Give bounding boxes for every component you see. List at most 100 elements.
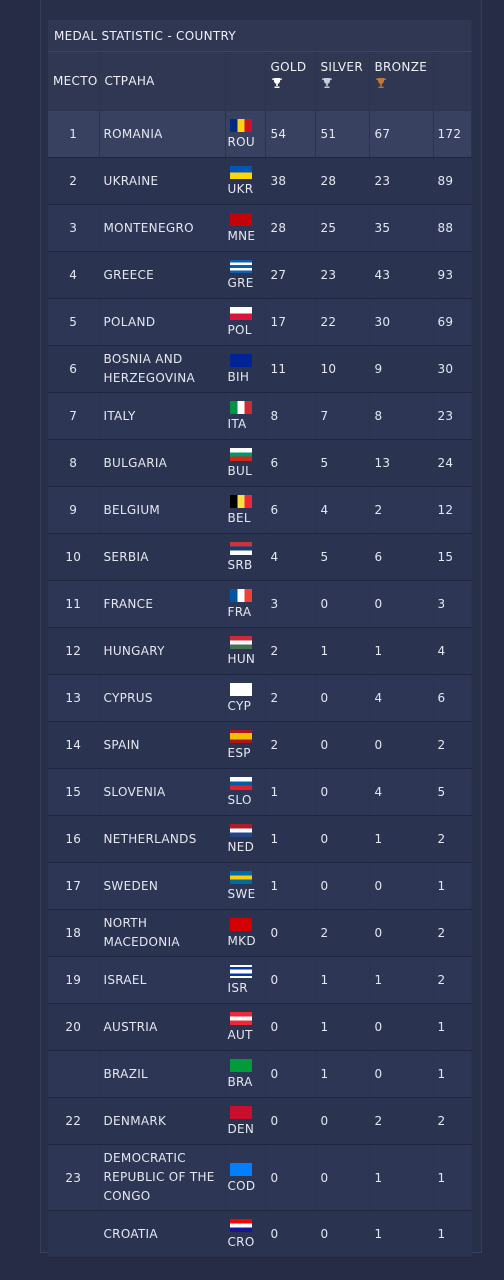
bronze-count: 0 — [369, 1050, 434, 1098]
gold-count: 17 — [265, 298, 316, 346]
country-name[interactable]: HUNGARY — [99, 627, 226, 675]
gold-count: 0 — [265, 1003, 316, 1051]
gold-count: 2 — [265, 721, 316, 769]
country-name[interactable]: MONTENEGRO — [99, 204, 226, 252]
gold-count: 0 — [265, 1097, 316, 1145]
place-cell: 1 — [48, 110, 100, 158]
gold-count: 38 — [265, 157, 316, 205]
country-name[interactable]: AUSTRIA — [99, 1003, 226, 1051]
gold-count: 2 — [265, 627, 316, 675]
silver-count: 4 — [315, 486, 370, 534]
place-cell: 2 — [48, 157, 100, 205]
total-count: 3 — [433, 580, 472, 628]
place-cell: 15 — [48, 768, 100, 816]
flag-cell: BIH — [225, 345, 266, 393]
country-code: MNE — [227, 229, 256, 243]
place-cell: 8 — [48, 439, 100, 487]
country-name[interactable]: CROATIA — [99, 1210, 226, 1258]
total-count: 6 — [433, 674, 472, 722]
country-name[interactable]: ROMANIA — [99, 110, 226, 158]
header-country[interactable]: СТРАНА — [99, 51, 226, 111]
header-bronze[interactable]: BRONZE — [369, 51, 434, 111]
bronze-count: 0 — [369, 1003, 434, 1051]
gold-count: 0 — [265, 956, 316, 1004]
bronze-count: 1 — [369, 627, 434, 675]
header-silver[interactable]: SILVER — [315, 51, 370, 111]
country-name[interactable]: POLAND — [99, 298, 226, 346]
country-flag-icon — [229, 448, 252, 461]
country-flag-icon — [229, 260, 252, 273]
total-count: 23 — [433, 392, 472, 440]
country-code: ITA — [227, 417, 247, 431]
country-name[interactable]: NORTH MACEDONIA — [99, 909, 226, 957]
country-name[interactable]: BOSNIA AND HERZEGOVINA — [99, 345, 226, 393]
country-code: POL — [227, 323, 252, 337]
country-name[interactable]: FRANCE — [99, 580, 226, 628]
header-gold[interactable]: GOLD — [265, 51, 316, 111]
country-name[interactable]: UKRAINE — [99, 157, 226, 205]
country-name[interactable]: ITALY — [99, 392, 226, 440]
bronze-count: 1 — [369, 815, 434, 863]
silver-count: 0 — [315, 768, 370, 816]
country-name[interactable]: SLOVENIA — [99, 768, 226, 816]
gold-count: 0 — [265, 909, 316, 957]
header-place[interactable]: МЕСТО — [48, 51, 100, 111]
country-name[interactable]: SPAIN — [99, 721, 226, 769]
bronze-count: 67 — [369, 110, 434, 158]
country-name[interactable]: GREECE — [99, 251, 226, 299]
place-cell: 14 — [48, 721, 100, 769]
total-count: 5 — [433, 768, 472, 816]
table-row: 9 BELGIUM BEL 6 4 2 12 — [48, 486, 472, 534]
flag-cell: MNE — [225, 204, 266, 252]
bronze-count: 2 — [369, 1097, 434, 1145]
place-cell: 11 — [48, 580, 100, 628]
country-name[interactable]: CYPRUS — [99, 674, 226, 722]
country-flag-icon — [229, 119, 252, 132]
flag-cell: BUL — [225, 439, 266, 487]
header-bronze-label: BRONZE — [374, 60, 428, 74]
country-name[interactable]: ISRAEL — [99, 956, 226, 1004]
total-count: 15 — [433, 533, 472, 581]
country-name[interactable]: BRAZIL — [99, 1050, 226, 1098]
place-cell — [48, 1050, 100, 1098]
header-total — [433, 51, 472, 111]
bronze-count: 0 — [369, 721, 434, 769]
place-cell — [48, 1210, 100, 1258]
gold-count: 0 — [265, 1050, 316, 1098]
silver-count: 2 — [315, 909, 370, 957]
country-flag-icon — [229, 401, 252, 414]
silver-count: 5 — [315, 439, 370, 487]
country-name[interactable]: SWEDEN — [99, 862, 226, 910]
country-flag-icon — [229, 636, 252, 649]
flag-cell: ITA — [225, 392, 266, 440]
bronze-count: 30 — [369, 298, 434, 346]
flag-cell: BRA — [225, 1050, 266, 1098]
country-code: UKR — [227, 182, 254, 196]
country-name[interactable]: DENMARK — [99, 1097, 226, 1145]
country-name[interactable]: SERBIA — [99, 533, 226, 581]
country-flag-icon — [229, 307, 252, 320]
bronze-count: 35 — [369, 204, 434, 252]
country-flag-icon — [229, 166, 252, 179]
bronze-count: 1 — [369, 1210, 434, 1258]
gold-count: 2 — [265, 674, 316, 722]
bronze-count: 43 — [369, 251, 434, 299]
country-flag-icon — [229, 777, 252, 790]
table-row: 8 BULGARIA BUL 6 5 13 24 — [48, 439, 472, 487]
table-row: 10 SERBIA SRB 4 5 6 15 — [48, 533, 472, 581]
country-name[interactable]: NETHERLANDS — [99, 815, 226, 863]
place-cell: 18 — [48, 909, 100, 957]
flag-cell: MKD — [225, 909, 266, 957]
header-silver-label: SILVER — [320, 60, 363, 74]
gold-trophy-icon — [271, 78, 282, 88]
silver-count: 23 — [315, 251, 370, 299]
table-row: 5 POLAND POL 17 22 30 69 — [48, 298, 472, 346]
country-name[interactable]: BELGIUM — [99, 486, 226, 534]
country-name[interactable]: DEMOCRATIC REPUBLIC OF THE CONGO — [99, 1144, 226, 1211]
country-name[interactable]: BULGARIA — [99, 439, 226, 487]
country-flag-icon — [229, 1012, 252, 1025]
total-count: 2 — [433, 956, 472, 1004]
country-flag-icon — [229, 730, 252, 743]
table-row: 14 SPAIN ESP 2 0 0 2 — [48, 721, 472, 769]
total-count: 88 — [433, 204, 472, 252]
